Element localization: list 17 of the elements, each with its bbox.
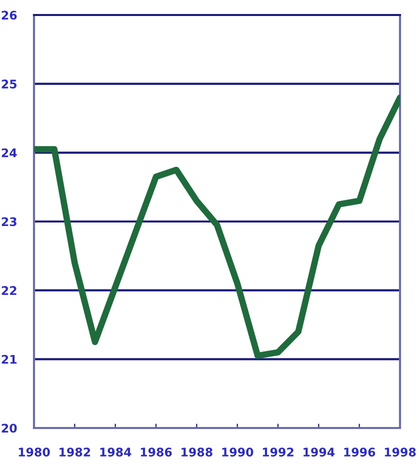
y-tick-label: 21 — [2, 354, 17, 364]
x-tick-label: 1984 — [100, 448, 132, 457]
x-tick-label: 1996 — [344, 448, 376, 457]
y-tick-label: 22 — [2, 286, 16, 295]
y-tick-label: 24 — [2, 148, 17, 158]
x-tick-label: 1998 — [384, 448, 416, 457]
x-tick-label: 1992 — [262, 448, 294, 457]
y-tick-label: 23 — [2, 217, 16, 226]
x-tick-label: 1980 — [18, 448, 50, 457]
y-tick-label: 26 — [2, 10, 17, 20]
x-tick-label: 1990 — [222, 448, 254, 457]
x-tick-label: 1988 — [182, 448, 212, 457]
x-tick-label: 1986 — [140, 448, 172, 457]
y-tick-label: 20 — [2, 424, 17, 433]
x-tick-label: 1994 — [304, 448, 335, 457]
y-tick-label: 25 — [2, 80, 17, 88]
x-tick-label: 1982 — [60, 448, 90, 457]
